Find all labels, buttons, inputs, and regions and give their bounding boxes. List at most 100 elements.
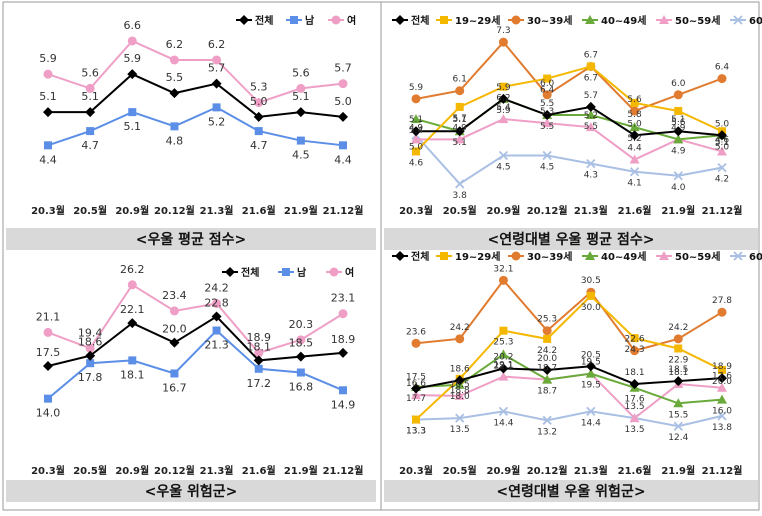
data-point [673,171,683,181]
legend-label: 50~59세 [675,14,720,27]
data-point [296,335,306,345]
data-point [586,406,596,417]
data-label: 6.7 [584,50,598,60]
data-label: 18.6 [450,364,470,374]
data-label: 18.1 [120,368,145,381]
data-label: 26.2 [120,263,145,276]
x-tick-label: 21.9월 [284,465,318,477]
series-line [47,315,344,367]
data-label: 4.9 [453,123,468,133]
data-label: 18.1 [668,368,688,378]
data-point [253,111,264,122]
data-label: 21.3 [204,339,229,352]
data-point [455,86,465,96]
data-label: 4.3 [584,171,598,181]
data-point [338,79,348,89]
data-point [454,134,465,144]
data-label: 22.8 [204,297,229,310]
data-point [169,306,179,316]
data-point [717,394,727,404]
data-label: 18.1 [246,340,271,353]
data-label: 20.5 [581,350,601,360]
data-point [717,411,727,421]
data-point [659,251,669,260]
data-point [295,107,306,118]
data-label: 32.1 [493,264,513,274]
data-label: 6.7 [584,73,598,83]
data-point [511,15,521,25]
x-tick-label: 20.12월 [527,205,568,217]
series-line [48,72,344,118]
data-point [339,386,347,395]
data-label: 5.2 [208,115,226,128]
data-label: 5.1 [409,115,423,125]
data-label: 5.5 [540,122,554,132]
data-point [629,122,640,132]
data-label: 12.4 [668,433,688,443]
data-label: 4.1 [627,179,641,189]
data-label: 4.0 [671,183,686,193]
data-label: 5.0 [715,142,730,152]
data-point [282,268,290,276]
data-label: 18.5 [289,337,314,350]
data-point [170,122,179,131]
series-line [415,365,723,390]
legend-label: 19~29세 [455,14,500,27]
data-point [717,373,727,384]
data-point [412,147,420,156]
data-label: 5.5 [540,99,554,109]
series-line [415,278,723,352]
x-tick-label: 21.6월 [618,205,652,217]
data-point [329,267,339,277]
x-tick-label: 21.12월 [702,205,743,217]
data-point [498,349,509,359]
data-label: 24.2 [450,323,470,333]
data-point [411,114,421,124]
data-label: 7.3 [496,26,510,36]
x-tick-label: 21.6월 [618,465,652,477]
data-point [212,298,222,308]
x-tick-label: 20.5월 [73,205,107,217]
x-tick-label: 20.3월 [399,205,433,217]
data-point [253,355,264,366]
data-point [85,107,96,118]
data-label: 19.5 [581,381,601,391]
data-label: 5.6 [81,66,99,79]
data-label: 16.8 [289,381,314,394]
legend-label: 남 [305,14,315,27]
data-label: 4.4 [39,153,57,166]
series-line [47,106,344,147]
data-label: 5.2 [584,111,598,121]
data-label: 18.8 [450,386,470,396]
data-point [673,421,683,431]
data-label: 25.3 [537,315,557,325]
data-label: 27.8 [712,296,732,306]
data-label: 5.9 [409,83,424,93]
series-line [415,40,723,113]
x-tick-label: 20.5월 [443,465,477,477]
data-point [225,267,235,277]
legend-label: 60세 이상 [749,14,762,27]
data-point [673,334,683,344]
data-label: 5.1 [81,90,99,103]
series-line [415,353,723,405]
data-label: 5.7 [453,114,467,124]
data-point [212,55,222,65]
data-point [585,15,595,24]
data-point [338,111,348,122]
x-tick-label: 21.3월 [200,205,234,217]
series-line [415,134,723,186]
data-point [127,280,137,290]
data-point [585,101,596,112]
data-label: 4.5 [540,163,554,173]
data-point [454,390,465,400]
data-point [127,318,138,329]
data-point [542,326,552,336]
x-tick-label: 20.9월 [486,465,520,477]
x-tick-label: 20.12월 [154,465,195,477]
data-point [169,55,179,65]
data-label: 18.5 [668,365,688,375]
data-point [86,127,95,136]
data-point [127,36,137,46]
chart-panel-3: <우울 위험군> 전체 남 여 20.3월 20.5월 20.9월 20.12월 21.3월 21… [6,263,376,502]
